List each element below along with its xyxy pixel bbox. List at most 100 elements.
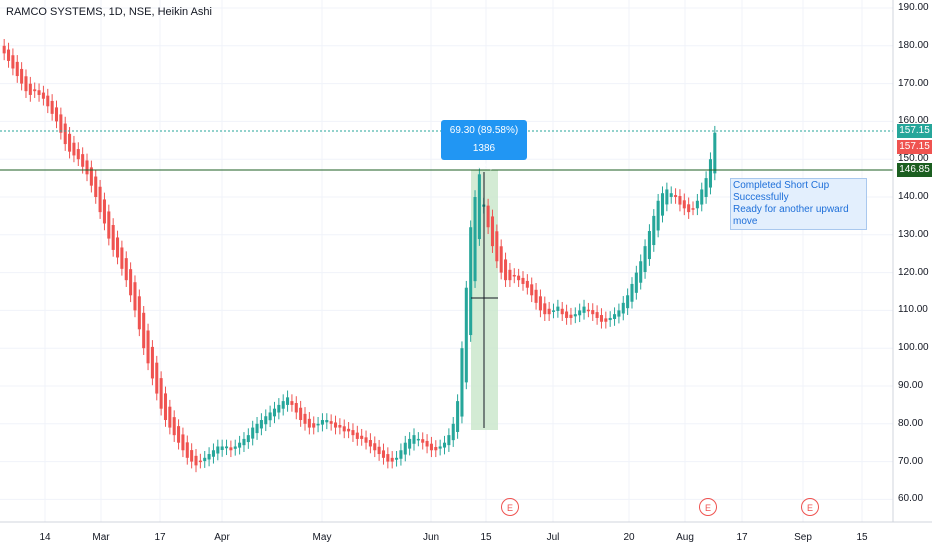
candle-down — [599, 315, 603, 322]
candle-down — [538, 296, 542, 311]
candle-down — [229, 447, 233, 451]
candle-down — [172, 417, 176, 436]
candle-up — [456, 401, 460, 432]
candle-down — [381, 450, 386, 458]
candle-down — [98, 186, 102, 213]
candle-up — [325, 420, 329, 423]
candle-down — [168, 406, 172, 428]
earnings-event-aug[interactable]: E — [699, 498, 717, 516]
y-tick-label: 90.00 — [898, 380, 924, 391]
candle-down — [565, 311, 569, 318]
candle-down — [107, 211, 111, 239]
y-tick-label: 110.00 — [898, 304, 928, 316]
annotation-line1: Completed Short Cup Successfully — [733, 180, 830, 203]
candle-down — [338, 425, 342, 428]
chart-grid — [0, 0, 893, 522]
candle-series — [2, 38, 717, 473]
measure-line2: 5 bars, 7d — [461, 161, 507, 172]
candle-down — [543, 303, 547, 315]
candle-down — [76, 149, 80, 160]
candle-down — [604, 318, 608, 322]
y-tick-label: 70.00 — [898, 455, 924, 467]
chart-annotation[interactable]: Completed Short Cup Successfully Ready f… — [730, 178, 867, 230]
candle-down — [569, 314, 573, 318]
y-tick-label: 120.00 — [898, 266, 929, 278]
candle-up — [259, 420, 263, 429]
x-tick-label: 15 — [856, 532, 868, 543]
candle-down — [54, 107, 59, 122]
candle-down — [351, 430, 355, 436]
candle-up — [708, 159, 712, 188]
candle-down — [508, 269, 512, 281]
candle-up — [613, 314, 617, 320]
candle-down — [59, 114, 63, 133]
candle-down — [421, 439, 425, 443]
candle-down — [181, 434, 185, 451]
candle-up — [556, 306, 560, 311]
last-price-tag: 157.15 — [897, 124, 932, 138]
candle-up — [277, 404, 281, 413]
prev-price-tag: 157.15 — [897, 140, 932, 154]
candle-down — [687, 204, 691, 213]
candle-up — [403, 442, 407, 455]
candle-down — [41, 92, 45, 99]
candle-down — [124, 258, 128, 281]
candle-up — [233, 446, 237, 449]
candle-up — [621, 302, 625, 314]
candle-down — [81, 154, 85, 167]
candle-up — [669, 193, 673, 197]
candle-up — [464, 287, 468, 383]
candle-down — [89, 167, 93, 186]
candle-down — [586, 309, 590, 312]
line-price-tag: 146.85 — [897, 163, 932, 177]
candle-down — [360, 435, 364, 439]
candle-up — [639, 261, 643, 283]
earnings-event-jun[interactable]: E — [501, 498, 519, 516]
candle-down — [486, 205, 490, 228]
candle-down — [11, 55, 15, 69]
candle-down — [512, 274, 516, 277]
candle-down — [347, 428, 351, 432]
y-tick-label: 130.00 — [898, 228, 929, 240]
candle-down — [20, 68, 24, 84]
candle-down — [28, 83, 32, 95]
candle-down — [294, 403, 298, 413]
x-tick-label: Aug — [676, 532, 694, 543]
x-tick-label: Jul — [546, 532, 560, 543]
candle-down — [155, 362, 159, 394]
candle-down — [198, 460, 202, 463]
candle-up — [268, 412, 272, 421]
candle-down — [111, 225, 115, 250]
candle-down — [364, 437, 368, 443]
candle-down — [429, 443, 433, 451]
candle-up — [316, 423, 320, 426]
candle-down — [517, 275, 521, 281]
candle-down — [425, 440, 429, 447]
earnings-event-sep[interactable]: E — [801, 498, 819, 516]
candle-down — [312, 423, 316, 428]
candle-up — [656, 200, 660, 231]
candle-up — [225, 446, 229, 449]
candle-down — [333, 422, 338, 428]
y-tick-label: 170.00 — [898, 77, 929, 89]
candle-up — [473, 197, 477, 282]
annotation-line2: Ready for another upward move — [733, 204, 849, 227]
candle-down — [373, 443, 377, 451]
candle-up — [408, 438, 412, 449]
candle-up — [695, 200, 699, 209]
candle-up — [416, 438, 420, 441]
candle-down — [116, 237, 120, 258]
candle-up — [630, 283, 634, 302]
candle-up — [713, 132, 717, 174]
candle-down — [177, 426, 181, 443]
candle-down — [390, 457, 394, 462]
candle-down — [185, 442, 189, 458]
candle-up — [608, 317, 612, 321]
candle-up — [281, 401, 285, 409]
x-tick-label: 17 — [736, 532, 748, 543]
measure-line1: 69.30 (89.58%) 1386 — [449, 125, 519, 154]
candle-up — [238, 442, 242, 448]
candle-up — [442, 442, 447, 448]
candle-up — [395, 457, 399, 460]
